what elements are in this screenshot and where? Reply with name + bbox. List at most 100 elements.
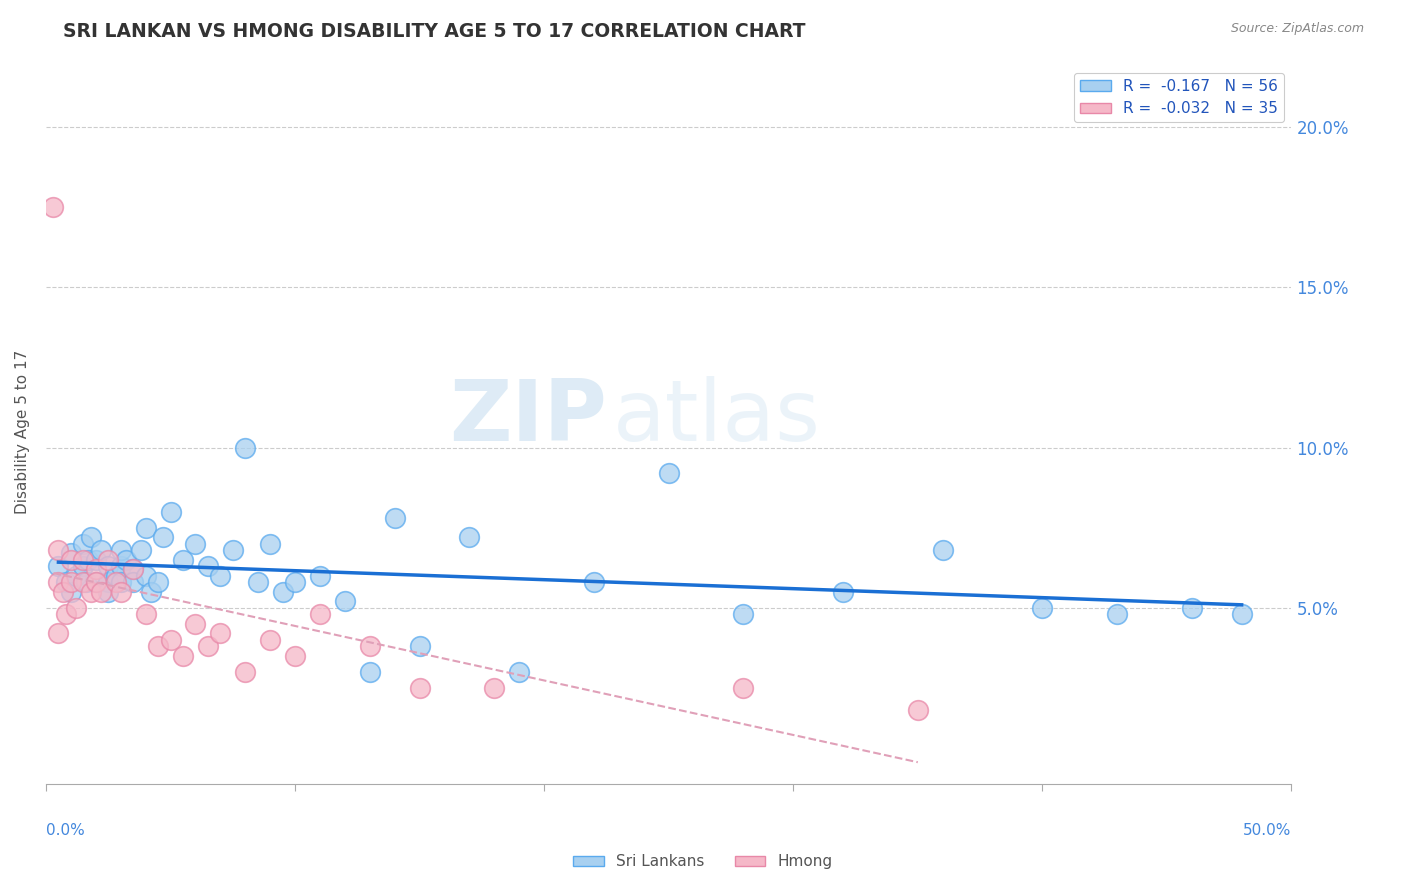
Point bbox=[1031, 600, 1053, 615]
Point bbox=[52, 584, 75, 599]
Point bbox=[1107, 607, 1129, 622]
Point bbox=[733, 681, 755, 695]
Point bbox=[233, 441, 256, 455]
Point bbox=[508, 665, 530, 679]
Point bbox=[658, 467, 681, 481]
Point bbox=[359, 665, 381, 679]
Point bbox=[59, 546, 82, 560]
Point bbox=[48, 543, 70, 558]
Point bbox=[408, 640, 430, 654]
Point bbox=[48, 575, 70, 590]
Point bbox=[110, 575, 132, 590]
Point bbox=[122, 562, 145, 576]
Point bbox=[146, 640, 169, 654]
Point bbox=[271, 584, 294, 599]
Point bbox=[122, 575, 145, 590]
Point bbox=[233, 665, 256, 679]
Point bbox=[159, 505, 181, 519]
Point bbox=[209, 626, 232, 640]
Point bbox=[59, 553, 82, 567]
Point bbox=[172, 648, 194, 663]
Point bbox=[48, 626, 70, 640]
Text: 50.0%: 50.0% bbox=[1243, 822, 1292, 838]
Point bbox=[408, 681, 430, 695]
Point bbox=[458, 530, 481, 544]
Point bbox=[84, 575, 107, 590]
Point bbox=[172, 553, 194, 567]
Point bbox=[222, 543, 245, 558]
Point bbox=[152, 530, 174, 544]
Point bbox=[72, 559, 94, 574]
Point bbox=[122, 562, 145, 576]
Point bbox=[80, 530, 103, 544]
Point bbox=[72, 537, 94, 551]
Point bbox=[484, 681, 506, 695]
Point bbox=[135, 607, 157, 622]
Point bbox=[97, 584, 120, 599]
Point bbox=[359, 640, 381, 654]
Point bbox=[59, 575, 82, 590]
Point bbox=[184, 537, 207, 551]
Text: Source: ZipAtlas.com: Source: ZipAtlas.com bbox=[1230, 22, 1364, 36]
Legend: Sri Lankans, Hmong: Sri Lankans, Hmong bbox=[567, 848, 839, 875]
Point bbox=[84, 562, 107, 576]
Point bbox=[110, 543, 132, 558]
Point bbox=[246, 575, 269, 590]
Point bbox=[75, 575, 97, 590]
Point bbox=[104, 575, 127, 590]
Point bbox=[80, 584, 103, 599]
Point bbox=[65, 569, 87, 583]
Point bbox=[114, 553, 136, 567]
Point bbox=[135, 569, 157, 583]
Point bbox=[135, 521, 157, 535]
Point bbox=[284, 575, 307, 590]
Point bbox=[97, 553, 120, 567]
Point bbox=[110, 584, 132, 599]
Point bbox=[309, 569, 332, 583]
Point bbox=[209, 569, 232, 583]
Point bbox=[184, 616, 207, 631]
Point bbox=[55, 607, 77, 622]
Point bbox=[65, 600, 87, 615]
Point bbox=[159, 632, 181, 647]
Point bbox=[384, 511, 406, 525]
Point bbox=[90, 543, 112, 558]
Point bbox=[284, 648, 307, 663]
Point bbox=[931, 543, 953, 558]
Point bbox=[72, 553, 94, 567]
Point bbox=[197, 640, 219, 654]
Text: 0.0%: 0.0% bbox=[46, 822, 84, 838]
Point bbox=[1181, 600, 1204, 615]
Point bbox=[146, 575, 169, 590]
Point bbox=[259, 632, 281, 647]
Point bbox=[59, 584, 82, 599]
Point bbox=[333, 594, 356, 608]
Point bbox=[84, 575, 107, 590]
Point bbox=[90, 584, 112, 599]
Legend: R =  -0.167   N = 56, R =  -0.032   N = 35: R = -0.167 N = 56, R = -0.032 N = 35 bbox=[1074, 72, 1284, 122]
Point bbox=[1230, 607, 1253, 622]
Point bbox=[129, 543, 152, 558]
Point bbox=[48, 559, 70, 574]
Point bbox=[309, 607, 332, 622]
Point bbox=[139, 584, 162, 599]
Point bbox=[197, 559, 219, 574]
Point bbox=[84, 553, 107, 567]
Point bbox=[97, 559, 120, 574]
Point bbox=[72, 575, 94, 590]
Point bbox=[77, 553, 100, 567]
Point bbox=[259, 537, 281, 551]
Point bbox=[55, 575, 77, 590]
Text: SRI LANKAN VS HMONG DISABILITY AGE 5 TO 17 CORRELATION CHART: SRI LANKAN VS HMONG DISABILITY AGE 5 TO … bbox=[63, 22, 806, 41]
Text: atlas: atlas bbox=[613, 376, 821, 459]
Point bbox=[42, 200, 65, 214]
Text: ZIP: ZIP bbox=[449, 376, 606, 459]
Point bbox=[733, 607, 755, 622]
Point bbox=[582, 575, 605, 590]
Point bbox=[110, 559, 132, 574]
Point bbox=[104, 569, 127, 583]
Point bbox=[97, 575, 120, 590]
Point bbox=[907, 703, 929, 717]
Y-axis label: Disability Age 5 to 17: Disability Age 5 to 17 bbox=[15, 350, 30, 514]
Point bbox=[832, 584, 855, 599]
